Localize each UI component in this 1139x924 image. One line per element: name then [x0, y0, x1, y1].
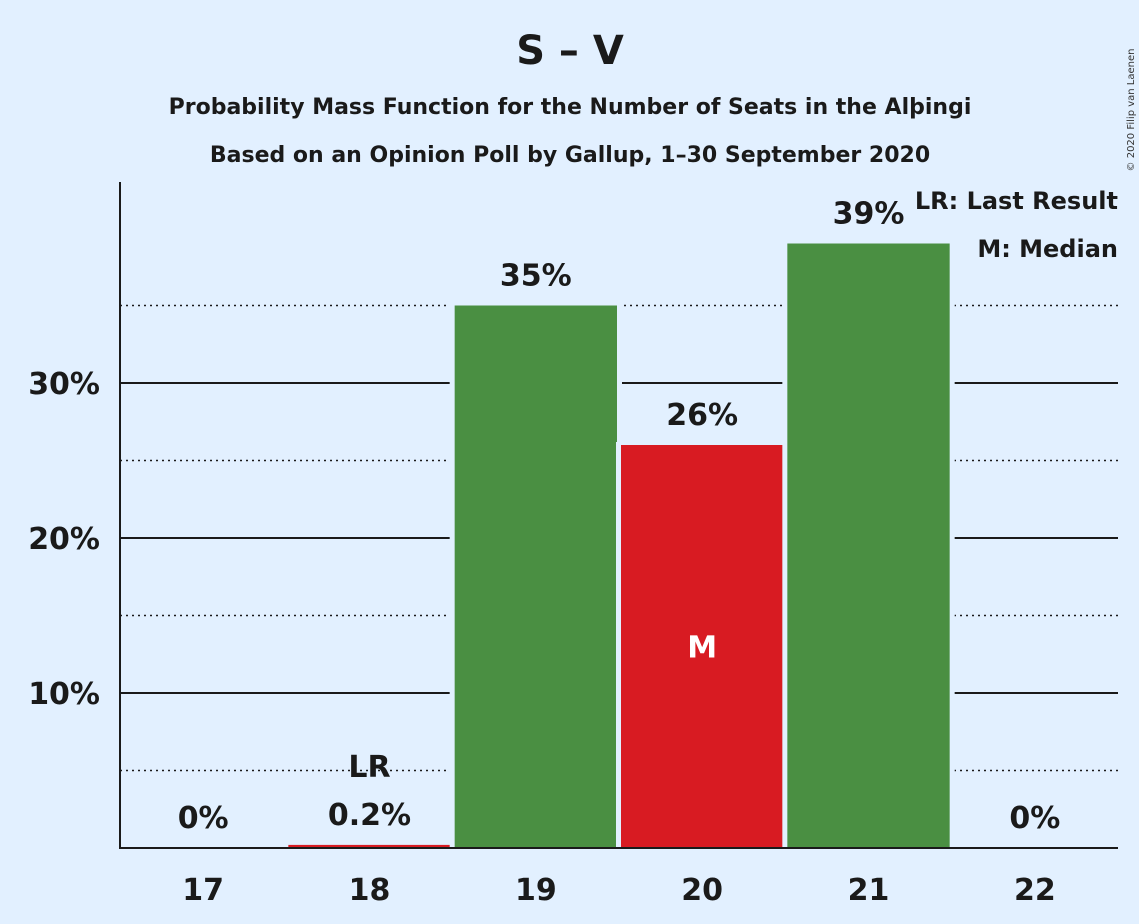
last-result-marker: LR: [348, 750, 390, 785]
value-label-20: 26%: [666, 398, 738, 433]
bar-19: [454, 305, 617, 848]
y-tick-label: 30%: [28, 367, 100, 402]
x-tick-label-22: 22: [1014, 873, 1056, 908]
bar-layer: [283, 240, 955, 848]
value-label-18: 0.2%: [328, 798, 411, 833]
legend-last-result: LR: Last Result: [915, 187, 1118, 215]
value-label-22: 0%: [1009, 801, 1060, 836]
x-tick-label-20: 20: [681, 873, 723, 908]
y-tick-label: 10%: [28, 677, 100, 712]
label-layer: 0% 17 0.2% LR 18 35% 19 26% M 20 39% 21 0% 22: [178, 197, 1061, 909]
copyright-text: © 2020 Filip van Laenen: [1126, 49, 1137, 172]
y-tick-label: 20%: [28, 522, 100, 557]
x-tick-label-18: 18: [349, 873, 391, 908]
x-tick-label-21: 21: [848, 873, 890, 908]
bar-18: [288, 844, 451, 848]
value-label-19: 35%: [500, 259, 572, 294]
value-label-21: 39%: [833, 197, 905, 232]
bar-21: [787, 243, 950, 848]
chart-subtitle-1: Probability Mass Function for the Number…: [169, 95, 972, 120]
x-tick-label-17: 17: [182, 873, 224, 908]
median-marker: M: [687, 631, 717, 666]
x-tick-label-19: 19: [515, 873, 557, 908]
chart-title: S – V: [516, 28, 624, 74]
value-label-17: 0%: [178, 801, 229, 836]
bar-20: [621, 445, 784, 848]
chart-subtitle-2: Based on an Opinion Poll by Gallup, 1–30…: [210, 143, 930, 168]
legend-median: M: Median: [977, 235, 1118, 263]
